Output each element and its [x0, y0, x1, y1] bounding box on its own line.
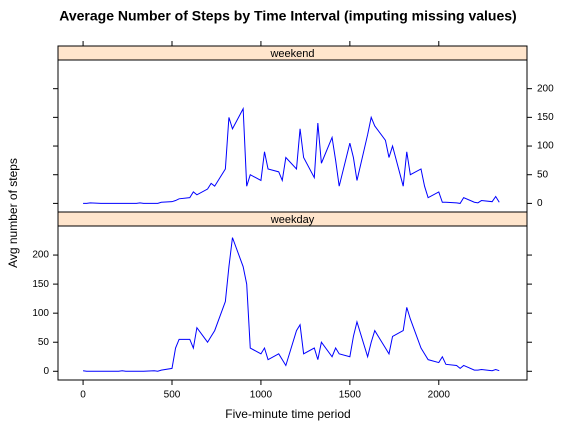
line-series — [83, 106, 500, 204]
y-tick-label: 50 — [537, 169, 549, 180]
x-tick-label: 0 — [80, 390, 86, 401]
x-tick-label: 1500 — [339, 390, 362, 401]
x-axis-label: Five-minute time period — [225, 407, 350, 421]
y-axis-label: Avg number of steps — [6, 158, 20, 268]
y-tick-label: 150 — [32, 279, 49, 290]
y-tick-label: 200 — [32, 250, 49, 261]
y-tick-label: 0 — [537, 198, 543, 209]
panel — [57, 225, 528, 381]
x-tick-label: 1000 — [250, 390, 273, 401]
y-tick-label: 200 — [537, 83, 554, 94]
line-series — [82, 237, 500, 372]
chart-title: Average Number of Steps by Time Interval… — [59, 8, 516, 24]
y-tick-label: 150 — [537, 112, 554, 123]
y-tick-label: 100 — [32, 308, 49, 319]
y-tick-label: 0 — [43, 366, 49, 377]
y-tick-label: 100 — [537, 141, 554, 152]
strip-label: weekend — [269, 48, 314, 60]
panel — [57, 59, 528, 213]
x-tick-label: 2000 — [428, 390, 451, 401]
y-tick-label: 50 — [38, 337, 50, 348]
strip-label: weekday — [270, 214, 315, 226]
x-tick-label: 500 — [164, 390, 181, 401]
